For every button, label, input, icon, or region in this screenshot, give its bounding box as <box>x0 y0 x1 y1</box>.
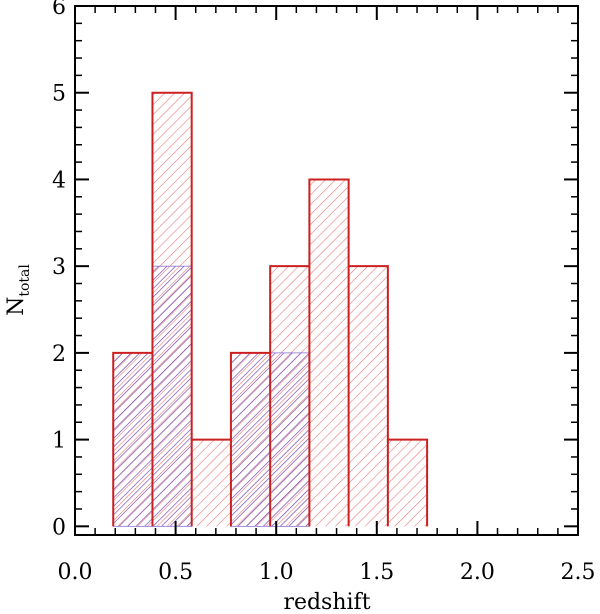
y-tick-label: 1 <box>52 429 66 454</box>
y-tick-label: 0 <box>52 515 66 540</box>
red-bar-fill <box>348 266 388 527</box>
y-tick-label: 5 <box>52 82 66 107</box>
red-bar-fill <box>309 179 349 527</box>
x-tick-label: 2.0 <box>460 560 495 585</box>
red-histogram-outline <box>112 91 429 527</box>
y-tick-label: 2 <box>52 342 66 367</box>
red-bar-fill <box>191 439 231 527</box>
blue-bar-fill <box>270 352 310 527</box>
plot-frame <box>74 5 579 536</box>
y-axis-label: Ntotal <box>4 264 33 316</box>
y-axis-label-subscript: total <box>17 264 33 297</box>
x-tick-label: 2.5 <box>561 560 596 585</box>
x-tick-label: 0.0 <box>58 560 93 585</box>
x-axis-label: redshift <box>283 590 370 614</box>
tick-labels: 0.0 0.5 1.0 1.5 2.0 2.5 0 1 2 3 4 5 6 <box>52 0 596 585</box>
histogram-bars <box>112 91 429 527</box>
x-tick-label: 1.0 <box>259 560 294 585</box>
plot-frame-border <box>74 5 579 536</box>
y-tick-label: 4 <box>52 168 66 193</box>
blue-bar-fill <box>113 352 153 527</box>
axis-ticks <box>74 5 579 535</box>
x-tick-label: 1.5 <box>359 560 394 585</box>
y-tick-label: 6 <box>52 0 66 20</box>
blue-bar-fill <box>152 266 192 527</box>
blue-bar-fill <box>230 352 271 527</box>
y-tick-label: 3 <box>52 255 66 280</box>
x-tick-label: 0.5 <box>158 560 193 585</box>
y-axis-label-main: N <box>4 297 29 316</box>
red-bar-fill <box>387 439 428 527</box>
